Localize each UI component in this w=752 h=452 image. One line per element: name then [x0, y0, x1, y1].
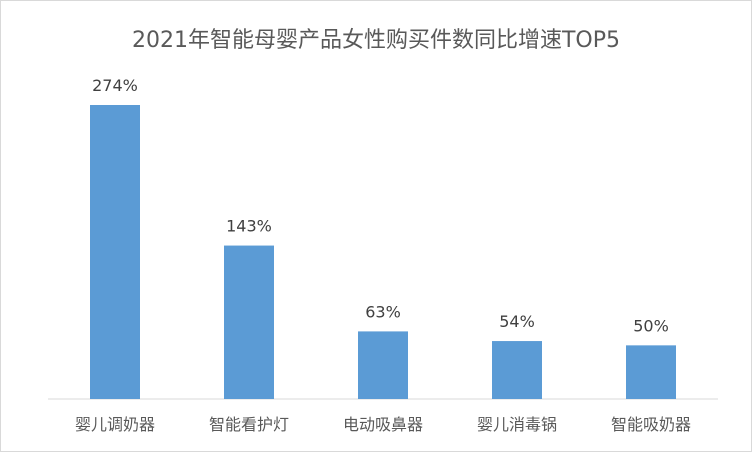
- data-label-2: 143%: [226, 217, 272, 236]
- x-tick-label-2: 智能看护灯: [209, 415, 289, 434]
- data-label-5: 50%: [633, 316, 669, 335]
- x-tick-label-5: 智能吸奶器: [611, 415, 691, 434]
- bar-3: [358, 331, 408, 399]
- data-labels-group: 274% 143% 63% 54% 50%: [92, 76, 669, 335]
- bar-5: [626, 345, 676, 399]
- data-label-3: 63%: [365, 302, 401, 321]
- x-tick-label-3: 电动吸鼻器: [343, 415, 423, 434]
- bar-1: [90, 105, 140, 399]
- data-label-4: 54%: [499, 312, 535, 331]
- bar-4: [492, 341, 542, 399]
- x-tick-labels-group: 婴儿调奶器 智能看护灯 电动吸鼻器 婴儿消毒锅 智能吸奶器: [75, 415, 691, 434]
- bar-2: [224, 245, 274, 399]
- bars-group: [90, 105, 676, 399]
- chart-title: 2021年智能母婴产品女性购买件数同比增速TOP5: [131, 28, 620, 53]
- x-tick-label-4: 婴儿消毒锅: [477, 415, 557, 434]
- data-label-1: 274%: [92, 76, 138, 95]
- x-tick-label-1: 婴儿调奶器: [75, 415, 155, 434]
